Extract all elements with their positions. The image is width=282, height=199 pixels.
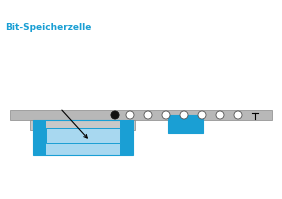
Bar — [30, 120, 135, 130]
Circle shape — [216, 111, 224, 119]
Circle shape — [198, 111, 206, 119]
Bar — [120, 120, 133, 155]
Bar — [46, 128, 120, 143]
Circle shape — [180, 111, 188, 119]
Circle shape — [111, 111, 119, 119]
Circle shape — [162, 111, 170, 119]
Circle shape — [234, 111, 242, 119]
Text: Bit-Speicherzelle: Bit-Speicherzelle — [5, 22, 91, 31]
Bar — [33, 145, 133, 155]
Bar — [46, 128, 120, 143]
Circle shape — [126, 111, 134, 119]
Bar — [33, 120, 46, 155]
Bar — [33, 120, 133, 155]
Bar — [10, 110, 272, 120]
Circle shape — [144, 111, 152, 119]
Bar — [46, 143, 120, 155]
Bar — [168, 115, 203, 133]
Bar — [10, 115, 272, 185]
Circle shape — [111, 111, 119, 119]
